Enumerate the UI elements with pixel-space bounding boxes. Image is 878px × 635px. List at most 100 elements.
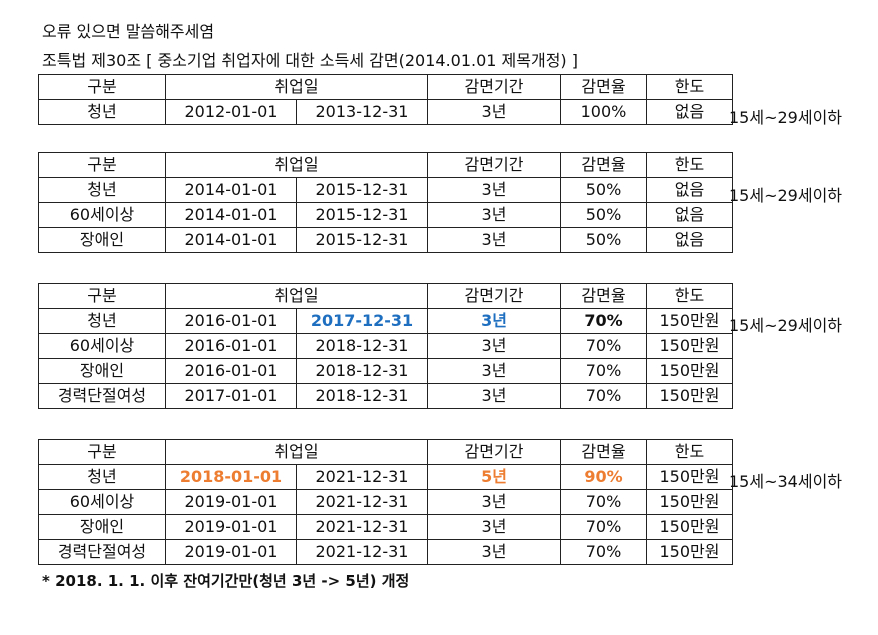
- cell-period: 3년: [427, 514, 561, 540]
- cell-category: 경력단절여성: [38, 383, 166, 409]
- cell-period-highlight: 3년: [427, 308, 561, 334]
- header-limit: 한도: [646, 283, 733, 309]
- header-employment-date: 취업일: [165, 283, 428, 309]
- table-2014: 구분 취업일 감면기간 감면율 한도 청년 2014-01-01 2015-12…: [38, 152, 733, 253]
- cell-limit: 150만원: [646, 514, 733, 540]
- cell-period: 3년: [427, 99, 561, 125]
- cell-start: 2016-01-01: [165, 308, 297, 334]
- cell-period: 3년: [427, 333, 561, 359]
- cell-start: 2019-01-01: [165, 514, 297, 540]
- age-note: 15세~29세이하: [729, 108, 843, 127]
- cell-end: 2013-12-31: [296, 99, 428, 125]
- note-line: 오류 있으면 말씀해주세염: [42, 22, 215, 41]
- cell-limit: 150만원: [646, 358, 733, 384]
- cell-start: 2016-01-01: [165, 333, 297, 359]
- cell-rate: 100%: [560, 99, 647, 125]
- cell-category: 장애인: [38, 514, 166, 540]
- law-title: 조특법 제30조 [ 중소기업 취업자에 대한 소득세 감면(2014.01.0…: [42, 51, 578, 70]
- header-employment-date: 취업일: [165, 152, 428, 178]
- header-limit: 한도: [646, 74, 733, 100]
- cell-period: 3년: [427, 383, 561, 409]
- cell-start: 2014-01-01: [165, 227, 297, 253]
- cell-end: 2018-12-31: [296, 383, 428, 409]
- cell-start: 2017-01-01: [165, 383, 297, 409]
- cell-limit: 없음: [646, 177, 733, 203]
- table-row: 청년 2012-01-01 2013-12-31 3년 100% 없음: [38, 99, 733, 125]
- age-note: 15세~29세이하: [729, 316, 843, 335]
- table-row: 60세이상 2016-01-01 2018-12-31 3년 70% 150만원: [38, 333, 733, 359]
- header-rate: 감면율: [560, 439, 647, 465]
- cell-category: 청년: [38, 99, 166, 125]
- cell-limit: 없음: [646, 227, 733, 253]
- cell-limit: 150만원: [646, 308, 733, 334]
- table-2012: 구분 취업일 감면기간 감면율 한도 청년 2012-01-01 2013-12…: [38, 74, 733, 125]
- cell-rate-highlight: 90%: [560, 464, 647, 490]
- table-row: 60세이상 2019-01-01 2021-12-31 3년 70% 150만원: [38, 489, 733, 515]
- header-period: 감면기간: [427, 439, 561, 465]
- cell-category: 청년: [38, 308, 166, 334]
- header-limit: 한도: [646, 439, 733, 465]
- table-row: 장애인 2019-01-01 2021-12-31 3년 70% 150만원: [38, 514, 733, 540]
- age-note: 15세~34세이하: [729, 472, 843, 491]
- cell-period-highlight: 5년: [427, 464, 561, 490]
- cell-category: 청년: [38, 177, 166, 203]
- cell-period: 3년: [427, 177, 561, 203]
- header-category: 구분: [38, 283, 166, 309]
- cell-category: 장애인: [38, 227, 166, 253]
- cell-limit: 150만원: [646, 464, 733, 490]
- table-row: 청년 2018-01-01 2021-12-31 5년 90% 150만원: [38, 464, 733, 490]
- cell-rate: 70%: [560, 539, 647, 565]
- table-header-row: 구분 취업일 감면기간 감면율 한도: [38, 74, 733, 100]
- header-rate: 감면율: [560, 74, 647, 100]
- cell-end: 2018-12-31: [296, 333, 428, 359]
- cell-period: 3년: [427, 358, 561, 384]
- cell-end: 2018-12-31: [296, 358, 428, 384]
- table-header-row: 구분 취업일 감면기간 감면율 한도: [38, 439, 733, 465]
- cell-end: 2021-12-31: [296, 464, 428, 490]
- cell-end: 2021-12-31: [296, 539, 428, 565]
- cell-period: 3년: [427, 489, 561, 515]
- table-row: 경력단절여성 2017-01-01 2018-12-31 3년 70% 150만…: [38, 383, 733, 409]
- cell-limit: 150만원: [646, 383, 733, 409]
- header-period: 감면기간: [427, 283, 561, 309]
- table-row: 청년 2014-01-01 2015-12-31 3년 50% 없음: [38, 177, 733, 203]
- header-period: 감면기간: [427, 152, 561, 178]
- cell-rate: 70%: [560, 358, 647, 384]
- cell-period: 3년: [427, 227, 561, 253]
- cell-end-highlight: 2017-12-31: [296, 308, 428, 334]
- cell-rate: 50%: [560, 177, 647, 203]
- cell-end: 2015-12-31: [296, 177, 428, 203]
- header-limit: 한도: [646, 152, 733, 178]
- cell-rate: 70%: [560, 514, 647, 540]
- table-row: 경력단절여성 2019-01-01 2021-12-31 3년 70% 150만…: [38, 539, 733, 565]
- cell-start: 2014-01-01: [165, 177, 297, 203]
- cell-rate: 50%: [560, 227, 647, 253]
- cell-end: 2021-12-31: [296, 514, 428, 540]
- cell-period: 3년: [427, 539, 561, 565]
- age-note: 15세~29세이하: [729, 186, 843, 205]
- table-row: 장애인 2014-01-01 2015-12-31 3년 50% 없음: [38, 227, 733, 253]
- table-row: 60세이상 2014-01-01 2015-12-31 3년 50% 없음: [38, 202, 733, 228]
- header-period: 감면기간: [427, 74, 561, 100]
- header-employment-date: 취업일: [165, 74, 428, 100]
- table-row: 청년 2016-01-01 2017-12-31 3년 70% 150만원: [38, 308, 733, 334]
- table-header-row: 구분 취업일 감면기간 감면율 한도: [38, 152, 733, 178]
- cell-rate-bold: 70%: [560, 308, 647, 334]
- cell-category: 청년: [38, 464, 166, 490]
- table-2018: 구분 취업일 감면기간 감면율 한도 청년 2018-01-01 2021-12…: [38, 439, 733, 565]
- cell-rate: 50%: [560, 202, 647, 228]
- cell-limit: 없음: [646, 99, 733, 125]
- cell-start: 2019-01-01: [165, 539, 297, 565]
- cell-category: 경력단절여성: [38, 539, 166, 565]
- header-category: 구분: [38, 439, 166, 465]
- header-rate: 감면율: [560, 283, 647, 309]
- header-category: 구분: [38, 74, 166, 100]
- cell-period: 3년: [427, 202, 561, 228]
- cell-category: 60세이상: [38, 489, 166, 515]
- cell-category: 장애인: [38, 358, 166, 384]
- cell-category: 60세이상: [38, 333, 166, 359]
- table-row: 장애인 2016-01-01 2018-12-31 3년 70% 150만원: [38, 358, 733, 384]
- header-employment-date: 취업일: [165, 439, 428, 465]
- cell-start-highlight: 2018-01-01: [165, 464, 297, 490]
- footer-note: * 2018. 1. 1. 이후 잔여기간만(청년 3년 -> 5년) 개정: [42, 572, 410, 590]
